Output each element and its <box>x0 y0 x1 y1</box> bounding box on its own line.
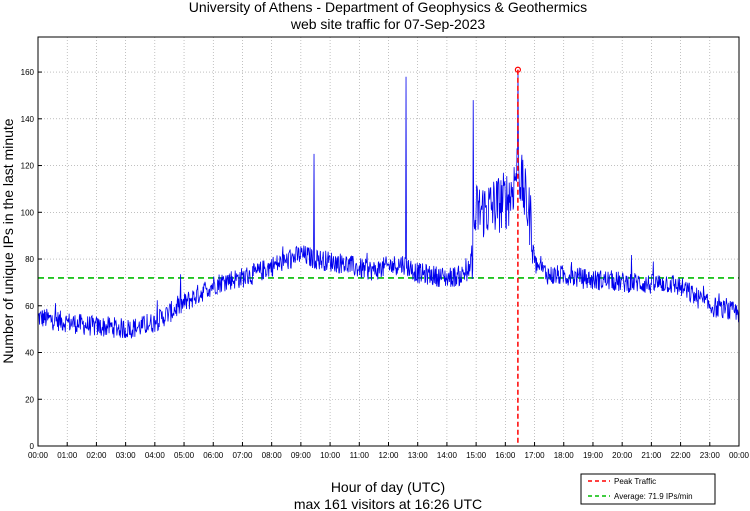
x-tick-label: 04:00 <box>145 451 166 460</box>
x-tick-label: 23:00 <box>700 451 721 460</box>
peak-line-group <box>514 66 521 446</box>
x-tick-label: 01:00 <box>57 451 78 460</box>
x-tick-label: 06:00 <box>203 451 224 460</box>
x-tick-label: 13:00 <box>408 451 429 460</box>
y-tick-label: 160 <box>21 68 35 77</box>
traffic-line <box>37 69 740 339</box>
x-tick-label: 05:00 <box>174 451 195 460</box>
x-tick-label: 02:00 <box>86 451 107 460</box>
x-tick-label: 21:00 <box>641 451 662 460</box>
x-tick-label: 00:00 <box>729 451 750 460</box>
y-axis-ticks: 0 20 40 60 80 100 120 140 160 <box>21 68 42 451</box>
chart-title: University of Athens - Department of Geo… <box>189 0 587 15</box>
y-tick-label: 80 <box>25 255 34 264</box>
x-tick-label: 10:00 <box>320 451 341 460</box>
y-tick-label: 120 <box>21 162 35 171</box>
y-tick-label: 100 <box>21 208 35 217</box>
traffic-series-group <box>37 69 740 339</box>
legend-average-label: Average: 71.9 IPs/min <box>614 492 693 501</box>
chart-subtitle: web site traffic for 07-Sep-2023 <box>290 16 486 32</box>
x-tick-label: 16:00 <box>495 451 516 460</box>
x-tick-label: 15:00 <box>466 451 487 460</box>
x-axis-ticks: 00:00 01:00 02:00 03:00 04:00 05:00 06:00 07:00… <box>28 442 750 460</box>
x-tick-label: 08:00 <box>262 451 283 460</box>
x-tick-label: 14:00 <box>437 451 458 460</box>
x-tick-label: 07:00 <box>232 451 253 460</box>
x-tick-label: 18:00 <box>554 451 575 460</box>
grid-lines <box>38 37 739 446</box>
y-tick-label: 20 <box>25 395 34 404</box>
x-tick-label: 00:00 <box>28 451 49 460</box>
legend-box <box>580 473 716 505</box>
legend: Peak Traffic Average: 71.9 IPs/min <box>580 473 716 505</box>
x-tick-label: 22:00 <box>671 451 692 460</box>
x-axis-sublabel: max 161 visitors at 16:26 UTC <box>294 496 482 511</box>
x-tick-label: 20:00 <box>612 451 633 460</box>
x-axis-label: Hour of day (UTC) <box>331 479 445 495</box>
x-tick-label: 19:00 <box>583 451 604 460</box>
y-tick-label: 140 <box>21 115 35 124</box>
x-tick-label: 17:00 <box>525 451 546 460</box>
x-tick-label: 03:00 <box>116 451 137 460</box>
x-tick-label: 11:00 <box>350 451 370 460</box>
y-tick-label: 0 <box>30 442 35 451</box>
y-tick-label: 40 <box>25 349 34 358</box>
y-tick-label: 60 <box>25 302 34 311</box>
legend-peak-label: Peak Traffic <box>614 477 656 486</box>
x-tick-label: 12:00 <box>378 451 399 460</box>
peak-marker <box>514 66 521 73</box>
y-axis-label: Number of unique IPs in the last minute <box>0 118 16 363</box>
x-tick-label: 09:00 <box>291 451 312 460</box>
